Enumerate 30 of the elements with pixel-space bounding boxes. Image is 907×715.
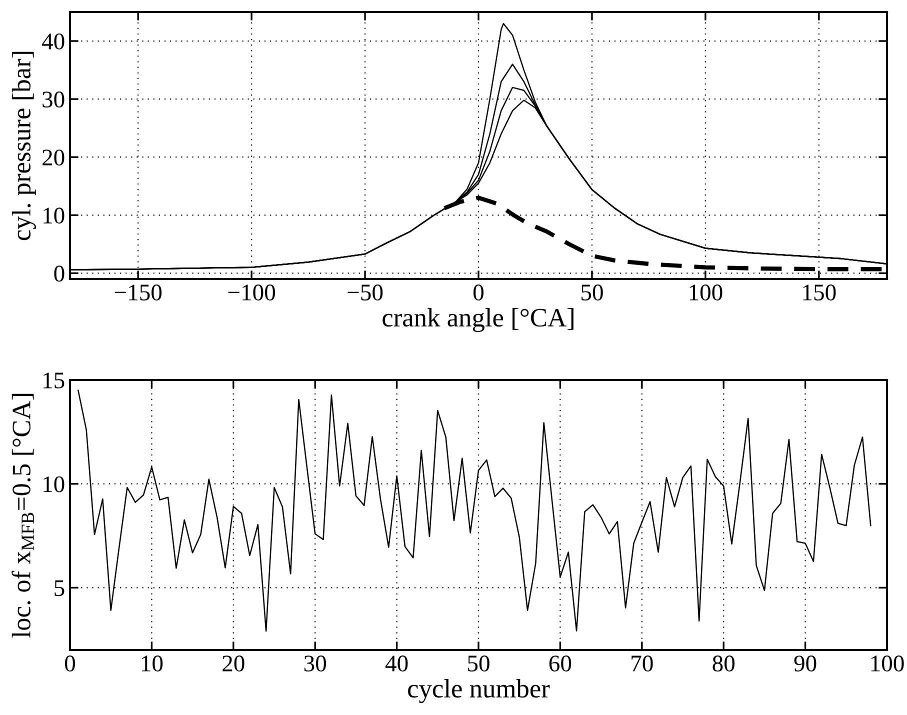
x-tick-label: 80 bbox=[712, 656, 735, 672]
x-tick-label: 60 bbox=[549, 656, 572, 672]
x-tick-label: 0 bbox=[64, 656, 76, 672]
x-axis-title: crank angle [°CA] bbox=[382, 308, 574, 332]
x-tick-label: 70 bbox=[632, 656, 653, 672]
y-tick-label: 40 bbox=[42, 34, 64, 50]
x-tick-label: 20 bbox=[222, 656, 244, 672]
x-tick-label: 100 bbox=[871, 656, 904, 672]
x-tick-label: 40 bbox=[385, 656, 408, 672]
x-tick-label: −100 bbox=[228, 284, 276, 300]
y-axis-title: cyl. pressure [bar] bbox=[12, 52, 36, 240]
x-tick-label: 30 bbox=[304, 656, 326, 672]
y-tick-label: 5 bbox=[54, 580, 64, 596]
x-tick-label: 150 bbox=[803, 284, 836, 300]
y-tick-label: 30 bbox=[42, 92, 64, 108]
y-tick-label: 0 bbox=[54, 266, 64, 282]
x-tick-label: −50 bbox=[348, 284, 383, 300]
y-axis-title: loc. of x$_{MFB}$=0.5 [°CA] bbox=[12, 394, 34, 638]
y-tick-label: 10 bbox=[44, 208, 64, 224]
y-tick-label: 15 bbox=[44, 372, 64, 388]
x-tick-label: 90 bbox=[794, 656, 816, 672]
x-tick-label: 10 bbox=[142, 656, 163, 672]
x-tick-label: 100 bbox=[690, 284, 722, 300]
y-tick-label: 10 bbox=[44, 476, 64, 492]
y-tick-label: 20 bbox=[42, 150, 64, 166]
x-tick-label: 50 bbox=[582, 284, 603, 300]
x-axis-title: cycle number bbox=[408, 679, 550, 704]
x-tick-label: −150 bbox=[114, 284, 162, 300]
x-tick-label: 50 bbox=[468, 656, 490, 672]
x-tick-label: 0 bbox=[473, 284, 484, 300]
